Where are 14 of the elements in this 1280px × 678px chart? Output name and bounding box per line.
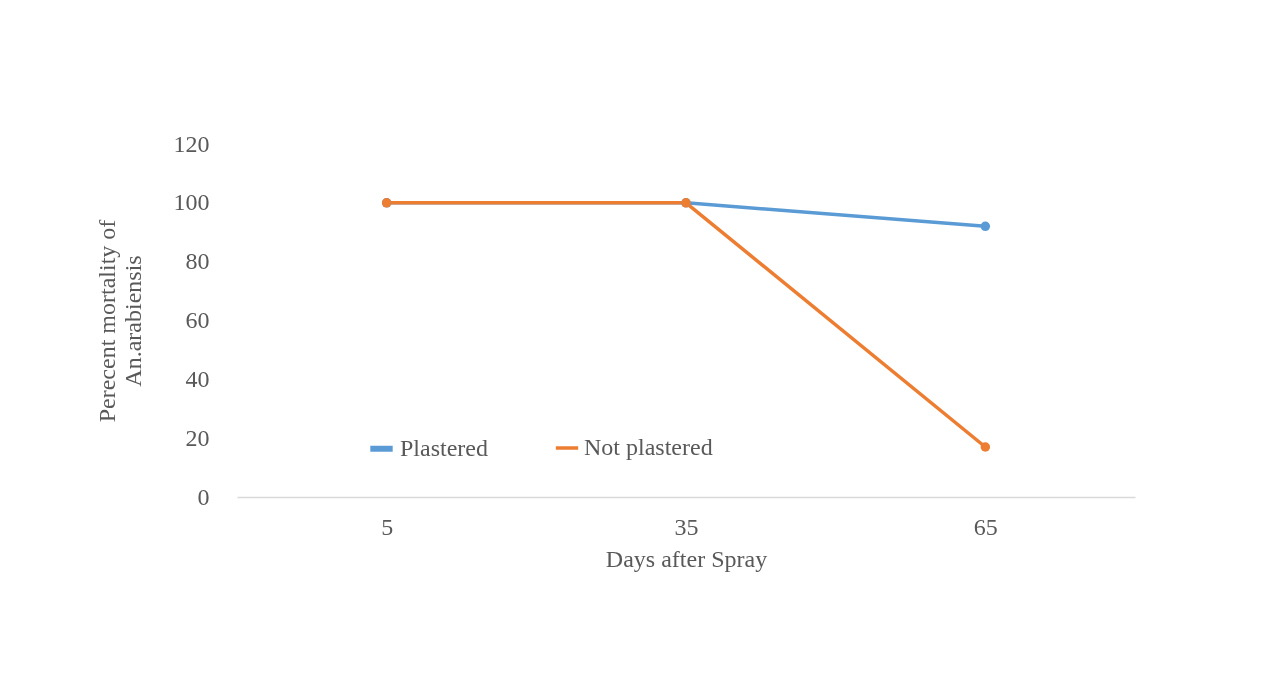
legend-label: Not plastered — [584, 434, 713, 460]
x-axis-title: Days after Spray — [605, 545, 768, 572]
y-tick-label: 40 — [185, 365, 210, 392]
y-tick-label: 0 — [197, 483, 210, 510]
y-tick-label: 80 — [185, 248, 210, 275]
y-tick-label: 120 — [173, 130, 210, 157]
y-axis-title: Perecent mortality of An.arabiensis — [93, 219, 146, 423]
y-tick-label: 60 — [185, 307, 210, 333]
x-tick-label: 35 — [674, 513, 699, 540]
x-tick-label: 5 — [381, 513, 394, 540]
legend-label: Plastered — [400, 434, 488, 461]
y-tick-label: 20 — [185, 424, 210, 451]
y-tick-label: 100 — [173, 189, 210, 216]
x-tick-label: 65 — [973, 513, 998, 540]
